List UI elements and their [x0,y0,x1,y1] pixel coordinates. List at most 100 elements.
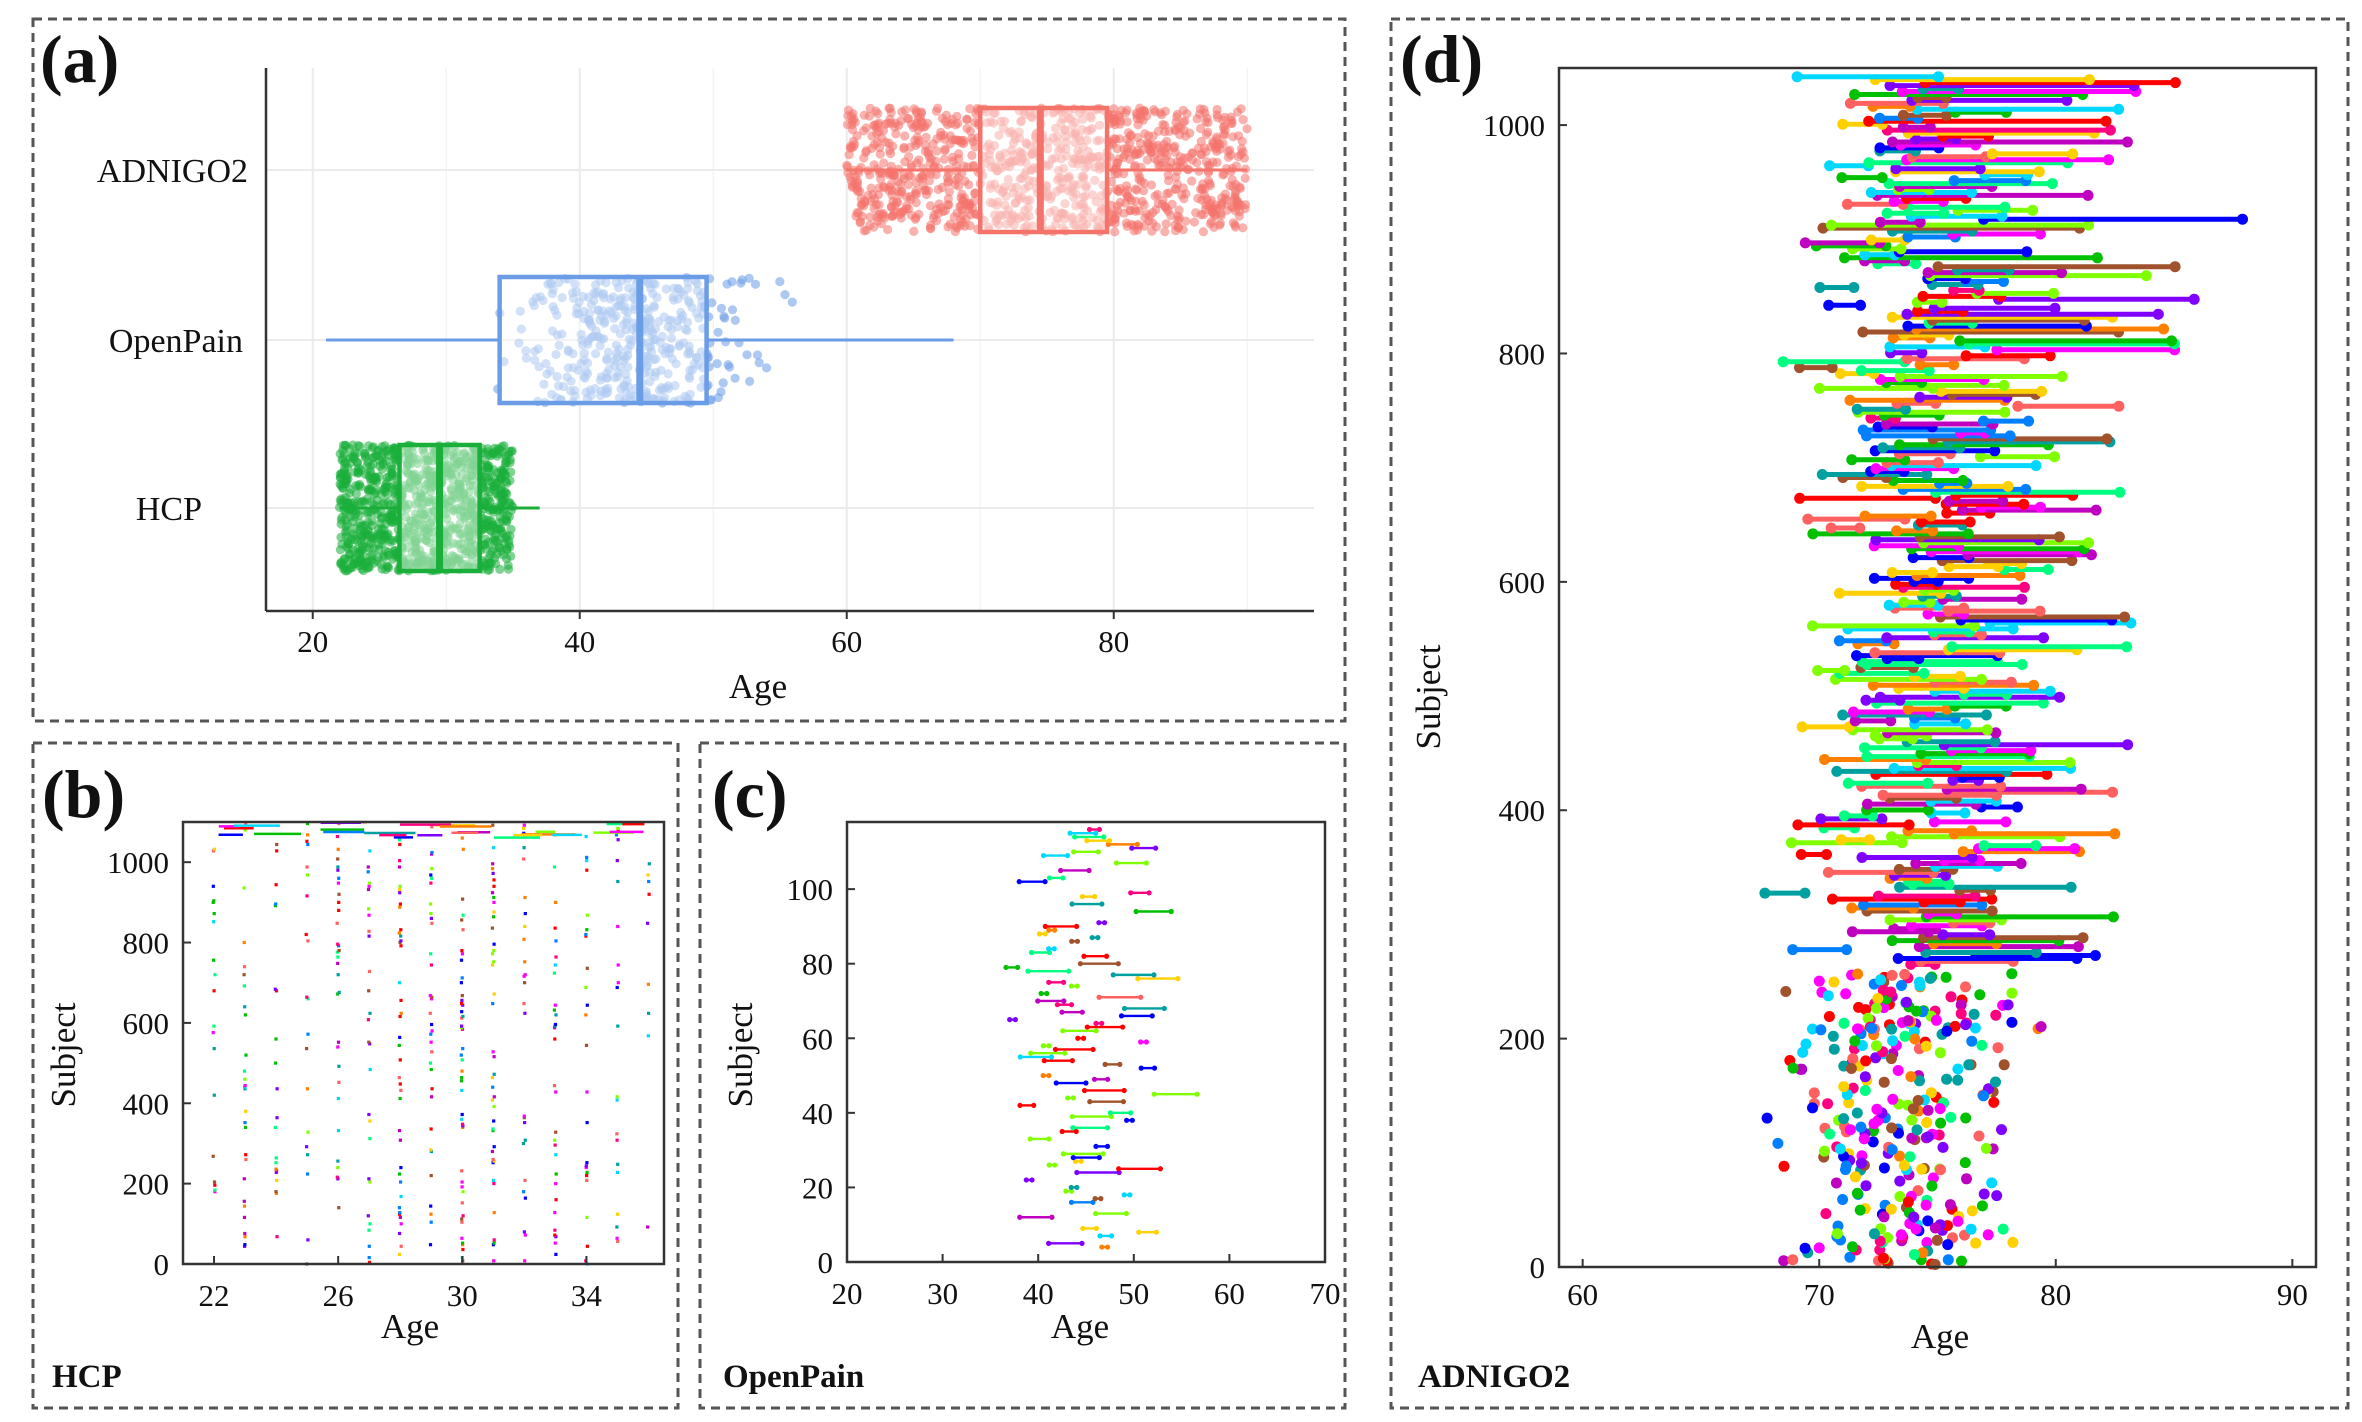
data-point [1960,718,1972,730]
data-point [428,994,432,998]
data-point [368,1137,372,1141]
data-point [553,1138,557,1142]
data-point [212,920,216,924]
data-point [2016,593,2028,605]
data-point [490,1076,494,1080]
data-point [1840,988,1852,1000]
data-point [376,513,386,523]
data-point [1084,838,1090,844]
data-point [336,961,340,965]
data-point [430,850,434,855]
data-point [1870,1040,1882,1052]
data-point [490,891,495,895]
data-point [523,1233,527,1237]
data-point [2012,400,2024,412]
data-point [366,870,370,874]
data-point [1780,986,1792,997]
data-point [1886,1122,1898,1134]
data-point [1978,840,1990,852]
data-point [1078,199,1088,209]
data-point [1860,1180,1872,1192]
data-point [429,1220,433,1224]
data-point [931,170,941,180]
data-point [275,1235,279,1239]
data-point [1121,1192,1127,1198]
data-point [913,114,923,124]
data-point [343,498,353,508]
data-point [1071,220,1081,230]
data-point [212,899,216,903]
data-point [2006,968,2018,980]
data-point [1166,211,1176,221]
data-point [2065,881,2077,893]
data-point [1864,834,1875,846]
data-point [1934,1103,1946,1115]
data-point [1796,721,1808,733]
data-point [1978,1188,1990,1200]
data-point [1069,1113,1075,1120]
data-point [965,104,975,114]
data-point [623,382,634,392]
data-point [584,985,588,990]
data-point [1828,976,1840,988]
data-point [1075,136,1085,146]
data-point [489,481,499,491]
data-point [370,472,380,482]
data-point [554,1198,558,1202]
data-point [460,1185,464,1189]
data-point [1831,1228,1843,1240]
data-point [2048,287,2059,299]
data-point [1819,754,1830,765]
data-point [914,155,924,165]
panel-d-y-label: Subject [1409,644,1448,749]
data-point [2016,659,2028,670]
data-point [1976,1200,1988,1212]
data-point [994,219,1004,230]
data-point [522,1002,526,1006]
data-point [1097,203,1107,213]
data-point [1212,204,1222,214]
data-point [2169,77,2181,89]
data-point [2083,537,2094,549]
data-point [1986,1177,1998,1189]
data-point [337,1064,341,1068]
data-point [1795,849,1807,860]
data-point [539,379,549,389]
data-point [397,1172,402,1176]
data-point [1042,923,1048,930]
data-point [1813,1242,1825,1254]
data-point [1074,1184,1080,1191]
data-point [859,126,869,136]
data-point [939,154,950,164]
data-point [647,347,657,357]
data-point [585,1121,589,1125]
data-point [1115,183,1125,194]
data-point [336,1096,340,1101]
data-point [1897,109,1909,121]
data-point [1887,136,1898,148]
data-point [601,278,611,288]
data-point [1012,1017,1019,1023]
data-point [1063,1188,1069,1194]
data-point [926,220,936,230]
panel-d-x-label: Age [1911,1317,1969,1356]
data-point [865,103,875,113]
data-point [459,981,463,985]
data-point [506,467,516,477]
data-point [1219,129,1229,139]
data-point [1015,147,1025,157]
data-point [460,1058,464,1062]
data-point [2002,480,2014,492]
data-point [335,921,339,925]
data-point [275,849,279,853]
data-point [680,324,690,334]
x-tick-label: 60 [1214,1276,1245,1311]
data-point [273,987,277,991]
data-point [2140,270,2152,282]
data-point [940,205,951,216]
data-point [1941,1073,1953,1085]
data-point [1120,1024,1126,1030]
data-point [563,363,574,373]
data-point [1802,513,1814,525]
data-point [1121,108,1131,118]
